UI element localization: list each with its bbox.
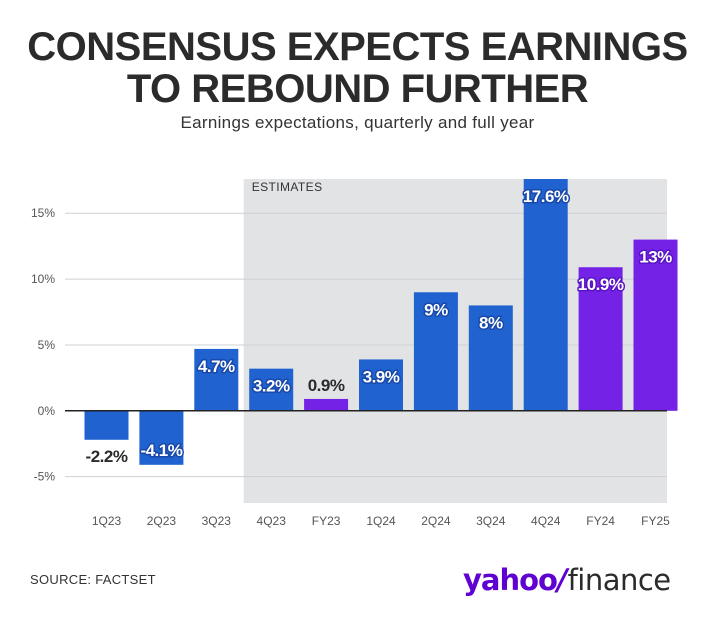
bar-value-label: 8% <box>479 313 503 332</box>
bar-value-label: 0.9% <box>308 376 345 395</box>
y-tick-label: -5% <box>34 470 56 484</box>
logo-slash-text: / <box>556 563 568 597</box>
bar <box>194 348 239 411</box>
bar-value-label: 10.9% <box>578 275 624 294</box>
bar <box>523 179 568 411</box>
x-tick-label: 3Q23 <box>202 514 232 528</box>
bar-value-label: 13% <box>639 248 672 267</box>
x-tick-label: 4Q24 <box>531 514 561 528</box>
source-note: SOURCE: FACTSET <box>30 572 156 587</box>
logo-finance-text: finance <box>567 563 672 597</box>
y-tick-label: 15% <box>31 206 55 220</box>
logo-yahoo-text: yahoo <box>463 563 558 597</box>
bar-value-label: 17.6% <box>523 187 569 206</box>
bar-value-label: 9% <box>424 300 448 319</box>
bar-value-label: 3.9% <box>363 367 400 386</box>
x-tick-label: 2Q23 <box>147 514 177 528</box>
bar <box>249 368 294 411</box>
bar <box>413 292 458 411</box>
bar <box>578 267 623 411</box>
bar-value-label: 4.7% <box>198 357 235 376</box>
estimates-label: ESTIMATES <box>252 180 323 194</box>
x-tick-label: 1Q23 <box>92 514 122 528</box>
bar <box>139 410 184 465</box>
earnings-bar-chart: ESTIMATES -5% 0% 5% 10% 15% -2.2% 1Q23 -4.1% 2Q23… <box>31 179 678 528</box>
x-tick-label: 3Q24 <box>476 514 506 528</box>
x-tick-label: 1Q24 <box>366 514 396 528</box>
chart-title-line-1: CONSENSUS EXPECTS EARNINGS <box>27 25 688 69</box>
chart-subtitle: Earnings expectations, quarterly and ful… <box>180 113 535 132</box>
x-tick-label: FY23 <box>312 514 341 528</box>
yahoo-finance-logo: yahoo/finance <box>463 560 688 600</box>
bar <box>84 410 129 440</box>
chart-title-line-2: TO REBOUND FURTHER <box>126 67 589 111</box>
bar-value-label: 3.2% <box>253 377 290 396</box>
bar <box>468 305 513 411</box>
x-tick-label: FY24 <box>586 514 615 528</box>
chart-title: CONSENSUS EXPECTS EARNINGS TO REBOUND FU… <box>0 26 715 110</box>
x-tick-label: 4Q23 <box>257 514 287 528</box>
y-tick-label: 10% <box>31 272 55 286</box>
y-tick-label: 0% <box>38 404 56 418</box>
bar <box>633 239 678 411</box>
bar-value-label: -2.2% <box>86 447 128 466</box>
x-tick-label: 2Q24 <box>421 514 451 528</box>
x-tick-label: FY25 <box>641 514 670 528</box>
bar-value-label: -4.1% <box>140 441 182 460</box>
bar <box>304 398 349 411</box>
bar <box>359 359 403 411</box>
y-tick-label: 5% <box>38 338 56 352</box>
